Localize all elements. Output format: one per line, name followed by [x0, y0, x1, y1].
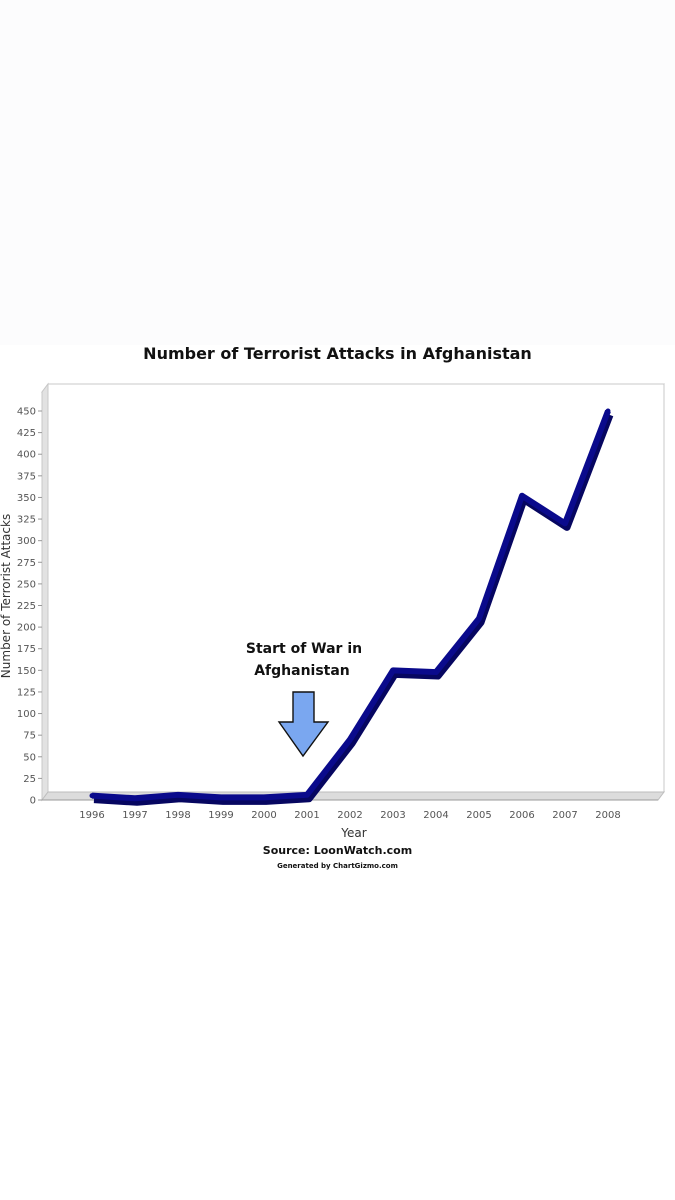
y-tick-label: 175 — [17, 644, 36, 655]
x-tick-label: 2001 — [294, 810, 319, 821]
y-tick-label: 275 — [17, 558, 36, 569]
data-point-2007 — [562, 520, 568, 526]
data-point-2000 — [261, 794, 267, 800]
y-tick-label: 300 — [17, 536, 36, 547]
data-point-2004 — [433, 669, 439, 675]
x-tick-label: 2004 — [423, 810, 448, 821]
x-tick-label: 2008 — [595, 810, 620, 821]
blank-header-area — [0, 0, 675, 345]
y-tick-label: 100 — [17, 709, 36, 720]
data-point-2005 — [476, 615, 482, 621]
x-tick-label: 2005 — [466, 810, 491, 821]
y-tick-label: 350 — [17, 493, 36, 504]
y-tick-label: 325 — [17, 515, 36, 526]
war-annotation: Start of War in Afghanistan — [246, 641, 362, 758]
x-tick-label: 2003 — [380, 810, 405, 821]
data-point-1999 — [218, 794, 224, 800]
frame-left-depth — [41, 382, 49, 802]
y-tick-label: 75 — [23, 731, 36, 742]
y-tick-label: 25 — [23, 774, 36, 785]
data-point-2006 — [519, 493, 525, 499]
generator-credit: Generated by ChartGizmo.com — [277, 862, 398, 870]
annotation-line-2: Afghanistan — [254, 663, 350, 679]
y-tick-label: 225 — [17, 601, 36, 612]
arrow-down-icon — [277, 691, 330, 758]
annotation-line-1: Start of War in — [246, 641, 362, 657]
series-layer — [89, 408, 614, 806]
data-point-1997 — [132, 795, 138, 801]
y-tick-label: 125 — [17, 687, 36, 698]
data-point-1996 — [89, 793, 95, 799]
y-axis-ticks: 0 25 50 75 100 125 150 175 200 225 250 275 300 325 350… — [17, 407, 42, 807]
x-tick-label: 2002 — [337, 810, 362, 821]
y-tick-label: 150 — [17, 666, 36, 677]
x-tick-label: 1999 — [208, 810, 233, 821]
y-tick-label: 375 — [17, 471, 36, 482]
y-tick-label: 0 — [30, 796, 36, 807]
x-tick-label: 1998 — [165, 810, 190, 821]
x-tick-label: 2000 — [251, 810, 276, 821]
x-tick-label: 2007 — [552, 810, 577, 821]
plot-background — [47, 383, 665, 793]
data-point-2002 — [347, 736, 353, 742]
x-axis-ticks: 1996 1997 1998 1999 2000 2001 2002 2003 2004 2005… — [79, 810, 620, 821]
y-tick-label: 450 — [17, 407, 36, 418]
y-axis-label: Number of Terrorist Attacks — [0, 514, 13, 678]
x-tick-label: 1996 — [79, 810, 104, 821]
chart-title: Number of Terrorist Attacks in Afghanist… — [143, 344, 532, 363]
y-tick-label: 250 — [17, 579, 36, 590]
line-chart: 0 25 50 75 100 125 150 175 200 225 250 275 300 325 350… — [0, 382, 665, 840]
x-tick-label: 1997 — [122, 810, 147, 821]
source-credit: Source: LoonWatch.com — [262, 844, 413, 857]
x-tick-label: 2006 — [509, 810, 534, 821]
data-point-2008 — [605, 408, 611, 414]
y-tick-label: 200 — [17, 623, 36, 634]
y-tick-label: 425 — [17, 428, 36, 439]
data-point-2003 — [390, 667, 396, 673]
data-point-2001 — [304, 792, 310, 798]
y-tick-label: 50 — [23, 752, 36, 763]
data-point-1998 — [175, 792, 181, 798]
x-axis-label: Year — [340, 826, 366, 840]
y-tick-label: 400 — [17, 450, 36, 461]
